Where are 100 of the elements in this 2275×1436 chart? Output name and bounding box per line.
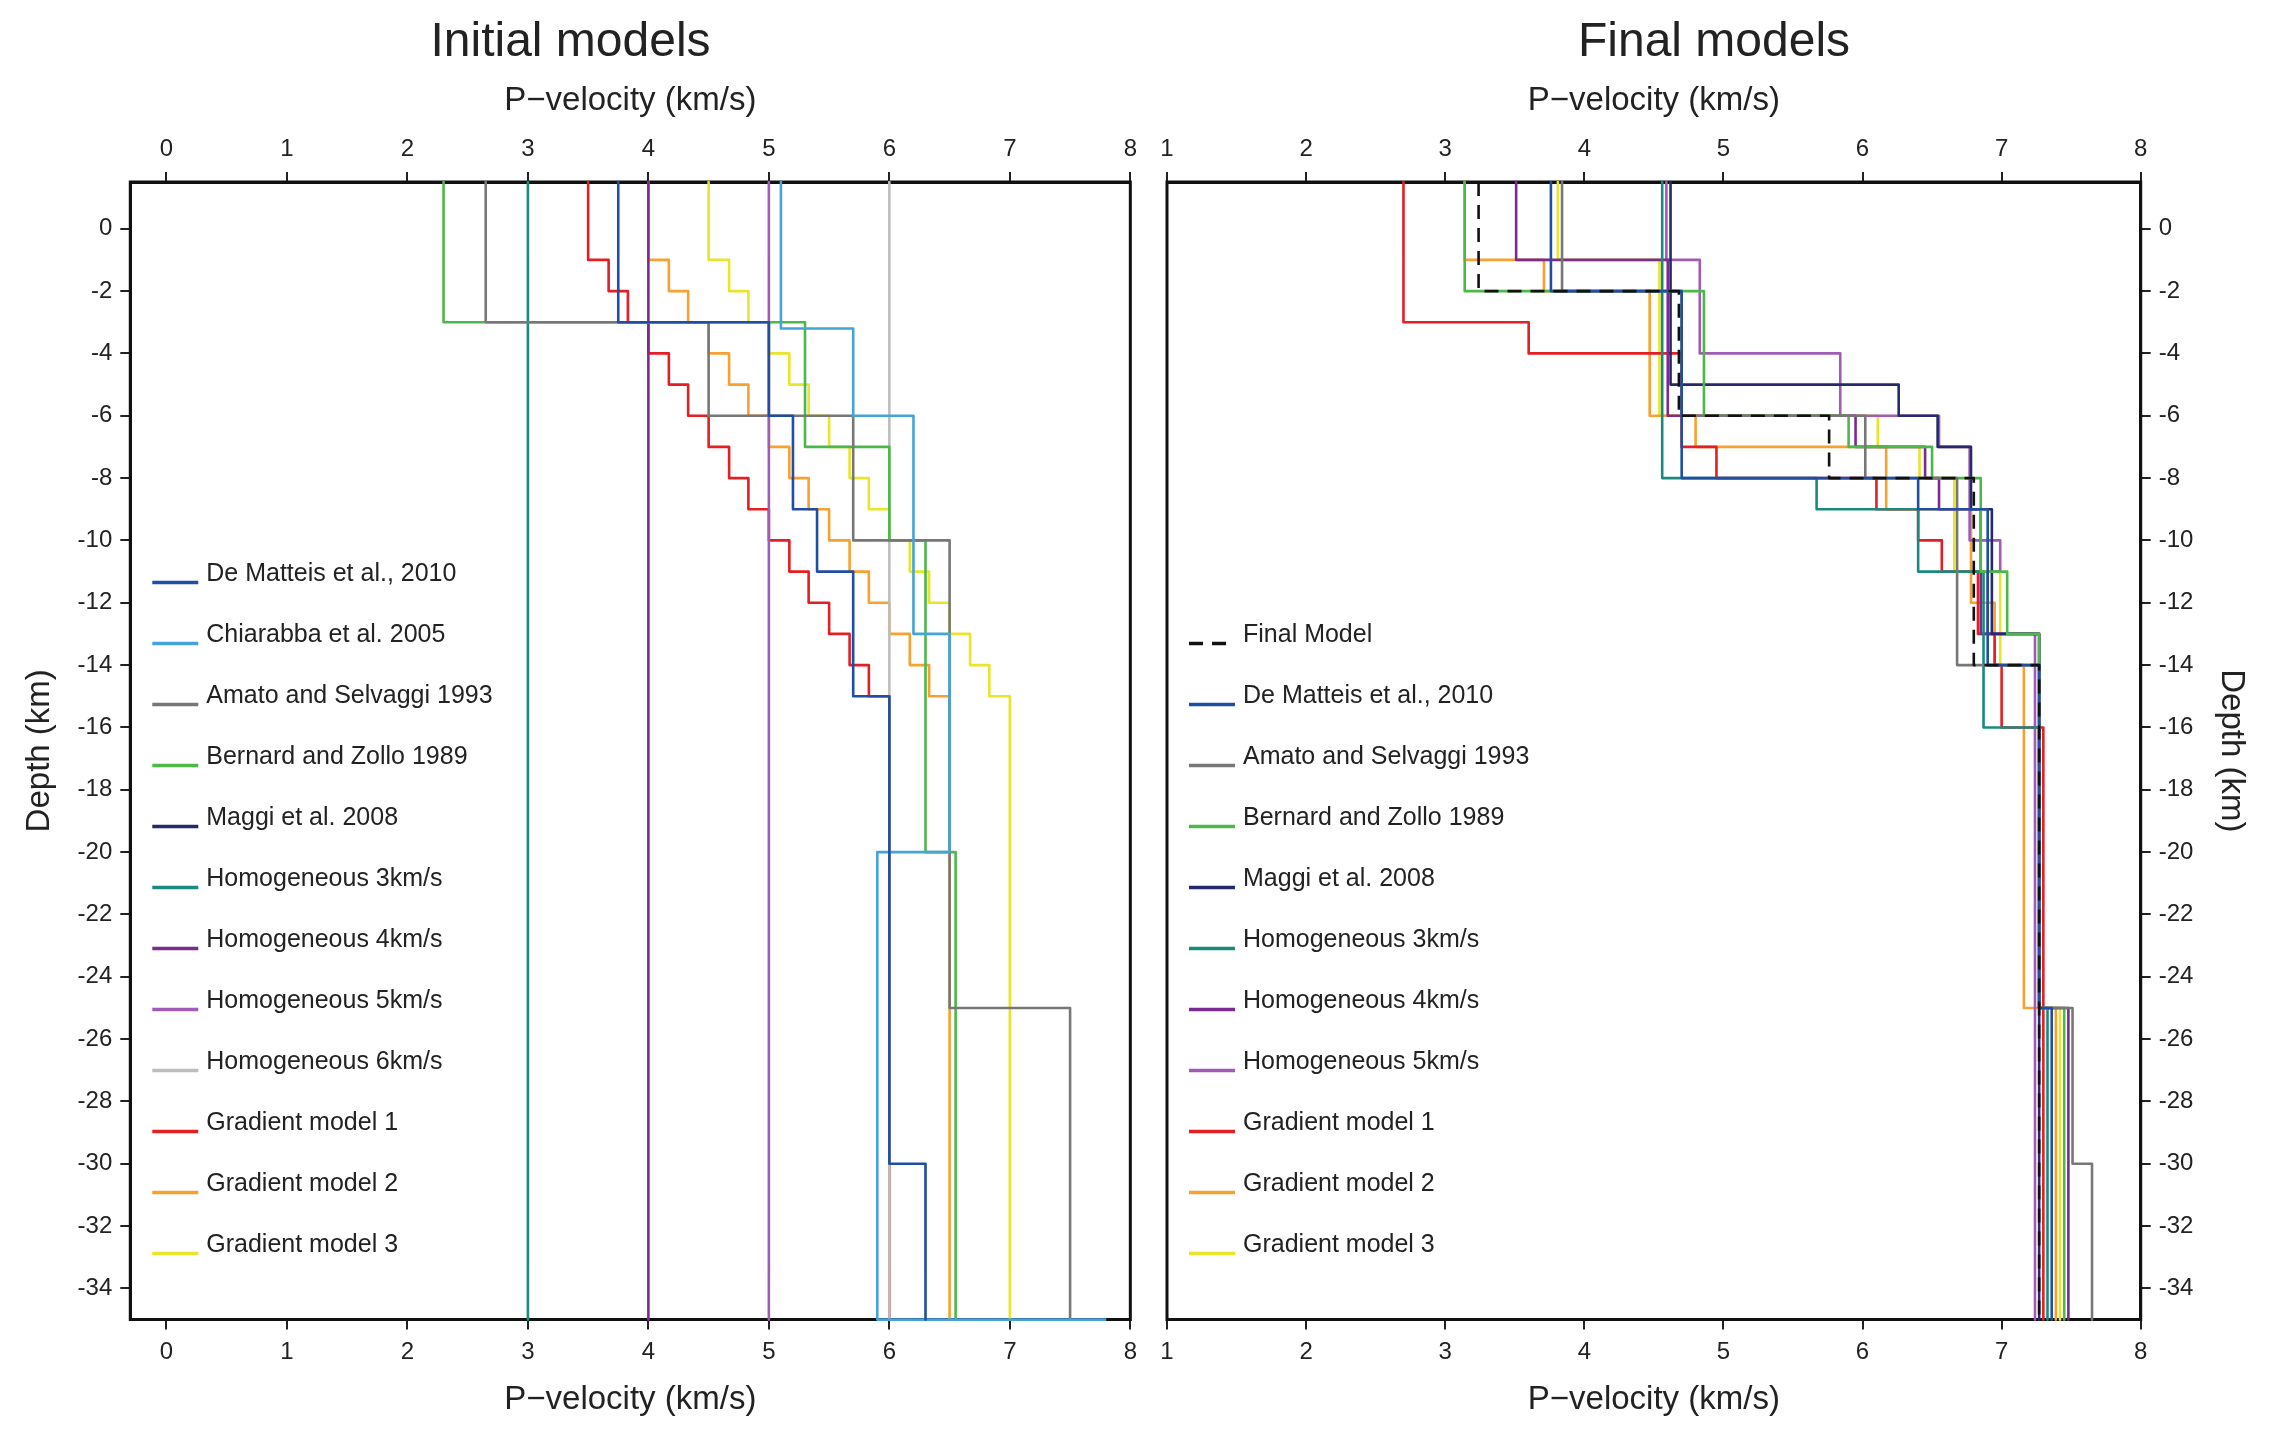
y-tick-label: -24 <box>77 961 113 989</box>
legend-label: Final Model <box>1243 619 1373 648</box>
y-tick-label: -28 <box>77 1086 113 1114</box>
y-tick-label: -22 <box>77 899 113 927</box>
x-tick-label: 1 <box>1160 1336 1174 1364</box>
y-tick-label: 0 <box>2158 213 2173 241</box>
legend-label: Gradient model 3 <box>206 1229 399 1258</box>
x2-tick-label: 7 <box>1003 134 1017 162</box>
chart-title: Final models <box>1577 13 1851 67</box>
legend-label: Maggi et al. 2008 <box>206 802 399 831</box>
y-tick-label: -10 <box>2158 525 2194 553</box>
y-tick-label: -8 <box>90 462 113 490</box>
chart-title: Initial models <box>430 13 711 67</box>
x2-tick-label: 1 <box>280 134 294 162</box>
y-tick-label: -34 <box>2158 1273 2194 1301</box>
y-tick-label: -16 <box>77 712 113 740</box>
x2-tick-label: 1 <box>1160 134 1174 162</box>
x2-tick-label: 5 <box>762 134 776 162</box>
y-tick-label: -32 <box>2158 1210 2194 1238</box>
x-tick-label: 1 <box>280 1336 294 1364</box>
legend-label: Homogeneous 5km/s <box>1243 1046 1480 1075</box>
x2-tick-label: 8 <box>2134 134 2148 162</box>
legend-label: Gradient model 3 <box>1243 1229 1435 1258</box>
legend-label: Gradient model 2 <box>1243 1168 1435 1197</box>
y-tick-label: -24 <box>2158 961 2194 989</box>
x-tick-label: 2 <box>1299 1336 1313 1364</box>
y-tick-label: -12 <box>2158 587 2194 615</box>
y-tick-label: -8 <box>2158 462 2181 490</box>
y-tick-label: -30 <box>2158 1148 2194 1176</box>
legend-label: Homogeneous 6km/s <box>206 1046 443 1075</box>
legend-label: Bernard and Zollo 1989 <box>1243 802 1505 831</box>
y-tick-label: -28 <box>2158 1086 2194 1114</box>
y-tick-label: -4 <box>90 338 113 366</box>
x-tick-label: 7 <box>1003 1336 1017 1364</box>
x2-tick-label: 2 <box>400 134 415 162</box>
legend-label: Chiarabba et al. 2005 <box>206 619 446 648</box>
x2-tick-label: 7 <box>1994 134 2009 162</box>
y-tick-label: -18 <box>2158 774 2194 802</box>
x2-tick-label: 2 <box>1299 134 1313 162</box>
x2-tick-label: 6 <box>882 134 897 162</box>
y-axis-title: Depth (km) <box>18 669 56 833</box>
y-tick-label: -20 <box>77 836 113 864</box>
x-tick-label: 6 <box>1855 1336 1870 1364</box>
y-tick-label: -30 <box>77 1148 113 1176</box>
x2-axis-title: P−velocity (km/s) <box>504 80 757 118</box>
x-tick-label: 5 <box>762 1336 776 1364</box>
y-tick-label: -16 <box>2158 712 2194 740</box>
x2-tick-label: 4 <box>641 134 656 162</box>
x-tick-label: 8 <box>1123 1336 1138 1364</box>
x-tick-label: 7 <box>1994 1336 2009 1364</box>
legend-label: Gradient model 1 <box>206 1107 399 1136</box>
x2-tick-label: 6 <box>1855 134 1870 162</box>
x2-tick-label: 0 <box>159 134 174 162</box>
legend-label: De Matteis et al., 2010 <box>1243 680 1494 709</box>
legend-label: De Matteis et al., 2010 <box>206 558 457 587</box>
x2-tick-label: 4 <box>1577 134 1591 162</box>
x2-tick-label: 3 <box>1438 134 1452 162</box>
legend-label: Homogeneous 4km/s <box>206 924 443 953</box>
x-tick-label: 0 <box>159 1336 174 1364</box>
x-tick-label: 4 <box>641 1336 656 1364</box>
y-tick-label: -12 <box>77 587 113 615</box>
y-tick-label: -22 <box>2158 899 2194 927</box>
y-tick-label: -4 <box>2158 338 2181 366</box>
y-tick-label: -10 <box>77 525 113 553</box>
x-tick-label: 3 <box>1438 1336 1452 1364</box>
legend-label: Homogeneous 3km/s <box>1243 924 1480 953</box>
x2-tick-label: 8 <box>1123 134 1138 162</box>
y-tick-label: -6 <box>90 400 113 428</box>
y-tick-label: -32 <box>77 1210 113 1238</box>
y-axis-title: Depth (km) <box>2215 669 2253 833</box>
y-tick-label: -18 <box>77 774 113 802</box>
legend-label: Homogeneous 5km/s <box>206 985 443 1014</box>
x-axis-title: P−velocity (km/s) <box>504 1379 757 1417</box>
legend-label: Amato and Selvaggi 1993 <box>206 680 493 709</box>
legend-label: Gradient model 2 <box>206 1168 399 1197</box>
y-tick-label: -34 <box>77 1273 113 1301</box>
x-tick-label: 3 <box>521 1336 535 1364</box>
y-tick-label: 0 <box>98 213 113 241</box>
y-tick-label: -20 <box>2158 836 2194 864</box>
x-axis-title: P−velocity (km/s) <box>1527 1379 1780 1417</box>
legend-label: Bernard and Zollo 1989 <box>206 741 468 770</box>
x2-axis-title: P−velocity (km/s) <box>1527 80 1780 118</box>
x-tick-label: 8 <box>2134 1336 2148 1364</box>
x2-tick-label: 3 <box>521 134 535 162</box>
x2-tick-label: 5 <box>1716 134 1731 162</box>
x-tick-label: 5 <box>1716 1336 1731 1364</box>
y-tick-label: -6 <box>2158 400 2181 428</box>
y-tick-label: -14 <box>77 649 113 677</box>
y-tick-label: -2 <box>2158 275 2181 303</box>
legend-label: Maggi et al. 2008 <box>1243 863 1435 892</box>
legend-label: Homogeneous 3km/s <box>206 863 443 892</box>
x-tick-label: 4 <box>1577 1336 1591 1364</box>
y-tick-label: -26 <box>77 1023 113 1051</box>
legend-label: Amato and Selvaggi 1993 <box>1243 741 1530 770</box>
y-tick-label: -2 <box>90 275 113 303</box>
x-tick-label: 6 <box>882 1336 897 1364</box>
legend-label: Gradient model 1 <box>1243 1107 1435 1136</box>
y-tick-label: -14 <box>2158 649 2194 677</box>
y-tick-label: -26 <box>2158 1023 2194 1051</box>
x-tick-label: 2 <box>400 1336 415 1364</box>
